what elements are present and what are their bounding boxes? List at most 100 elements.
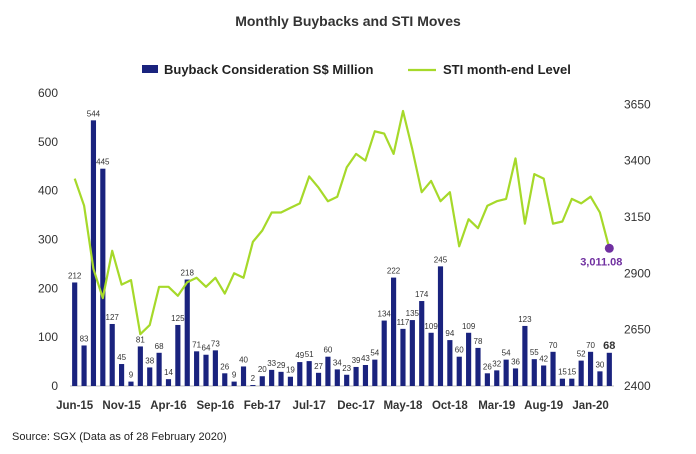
left-axis-tick-label: 400: [38, 184, 58, 198]
bar-data-label: 135: [406, 309, 420, 318]
bar-data-label: 55: [530, 348, 539, 357]
bar: [372, 359, 378, 386]
bar: [531, 359, 537, 386]
bar-data-label: 68: [155, 342, 164, 351]
bar: [278, 371, 284, 386]
bar-data-label: 73: [211, 339, 220, 348]
bar-data-label: 14: [164, 368, 173, 377]
right-axis-tick-label: 3150: [624, 210, 651, 224]
bar: [100, 168, 106, 386]
bar: [203, 354, 209, 386]
bar-data-label: 40: [239, 355, 248, 364]
bar: [287, 376, 293, 386]
bar: [541, 365, 547, 386]
bar: [109, 323, 115, 386]
bar-data-label: 27: [314, 362, 323, 371]
bar-data-label: 64: [202, 344, 211, 353]
bar: [484, 373, 490, 386]
bar: [550, 351, 556, 386]
bar: [391, 277, 397, 386]
bar-data-label: 60: [323, 346, 332, 355]
bar-data-label: 39: [352, 356, 361, 365]
bar: [147, 367, 153, 386]
bar-data-label: 33: [267, 359, 276, 368]
bar-data-label: 54: [502, 349, 511, 358]
bar: [447, 340, 453, 386]
bar-data-label: 127: [106, 313, 120, 322]
right-axis-tick-label: 2650: [624, 323, 651, 337]
bar-data-label: 2: [251, 374, 256, 383]
bar: [325, 356, 331, 386]
bar-data-label: 52: [577, 350, 586, 359]
bar: [344, 374, 350, 386]
chart-title: Monthly Buybacks and STI Moves: [235, 13, 461, 29]
bar: [522, 325, 528, 386]
bar-data-label: 19: [286, 366, 295, 375]
bar-data-label: 15: [567, 368, 576, 377]
bar: [606, 352, 612, 386]
bar-data-label: 212: [68, 271, 82, 280]
x-axis-tick-label: Oct-18: [432, 400, 468, 412]
bar-data-label: 34: [333, 358, 342, 367]
bar: [400, 328, 406, 386]
line-series: 3,011.08: [73, 109, 622, 336]
bar-data-label: 9: [129, 371, 134, 380]
bar-data-label: 83: [80, 334, 89, 343]
bar-data-label: 9: [232, 371, 237, 380]
bar: [250, 385, 256, 386]
left-axis: 0 100 200 300 400 500 600: [38, 86, 58, 393]
bar: [362, 365, 369, 386]
x-axis-tick-label: May-18: [383, 400, 423, 412]
left-axis-tick-label: 600: [38, 86, 58, 100]
bar: [137, 346, 143, 386]
bar: [578, 360, 584, 386]
bar: [512, 368, 519, 386]
bar: [419, 301, 425, 386]
x-axis-tick-label: Feb-17: [244, 400, 281, 412]
bar: [466, 332, 472, 386]
x-axis-tick-label: Jul-17: [293, 400, 326, 412]
bar-data-label: 36: [511, 357, 520, 366]
bar-data-label: 222: [387, 267, 401, 276]
bar-data-label: 42: [539, 354, 548, 363]
bar-data-label: 78: [474, 337, 483, 346]
bar-data-label: 174: [415, 290, 429, 299]
last-point-label: 3,011.08: [580, 256, 622, 268]
bar-data-label: 23: [342, 364, 351, 373]
bar-data-label: 125: [171, 314, 185, 323]
bar: [381, 320, 387, 386]
bar: [494, 370, 500, 386]
bar-data-label: 54: [370, 349, 379, 358]
bar: [212, 350, 218, 386]
last-point-marker: [604, 243, 614, 253]
bar-data-label: 445: [96, 158, 110, 167]
left-axis-tick-label: 100: [38, 330, 58, 344]
bar-data-label: 26: [220, 362, 229, 371]
bar: [437, 266, 444, 386]
bar-data-label: 15: [558, 368, 567, 377]
bar-data-label: 43: [361, 354, 370, 363]
bar: [231, 381, 237, 386]
bar-data-label: 71: [192, 340, 201, 349]
x-axis-tick-label: Dec-17: [337, 400, 375, 412]
bar-data-label: 68: [603, 340, 615, 352]
bar-data-label: 123: [518, 315, 532, 324]
bar: [409, 320, 415, 386]
bar-data-label: 60: [455, 346, 464, 355]
x-axis: Jun-15 Nov-15 Apr-16 Sep-16 Feb-17 Jul-17 Dec-…: [56, 400, 609, 412]
bar: [259, 376, 265, 386]
right-axis-tick-label: 2900: [624, 266, 651, 280]
left-axis-tick-label: 200: [38, 281, 58, 295]
source-note: Source: SGX (Data as of 28 February 2020…: [12, 431, 227, 443]
bar: [428, 332, 434, 386]
bar: [240, 366, 247, 386]
bar-data-label: 134: [378, 310, 392, 319]
x-axis-tick-label: Nov-15: [102, 400, 141, 412]
bar-data-label: 70: [586, 341, 595, 350]
bar: [81, 345, 87, 386]
bar: [475, 347, 481, 386]
left-axis-tick-label: 500: [38, 135, 58, 149]
bar: [597, 371, 603, 386]
